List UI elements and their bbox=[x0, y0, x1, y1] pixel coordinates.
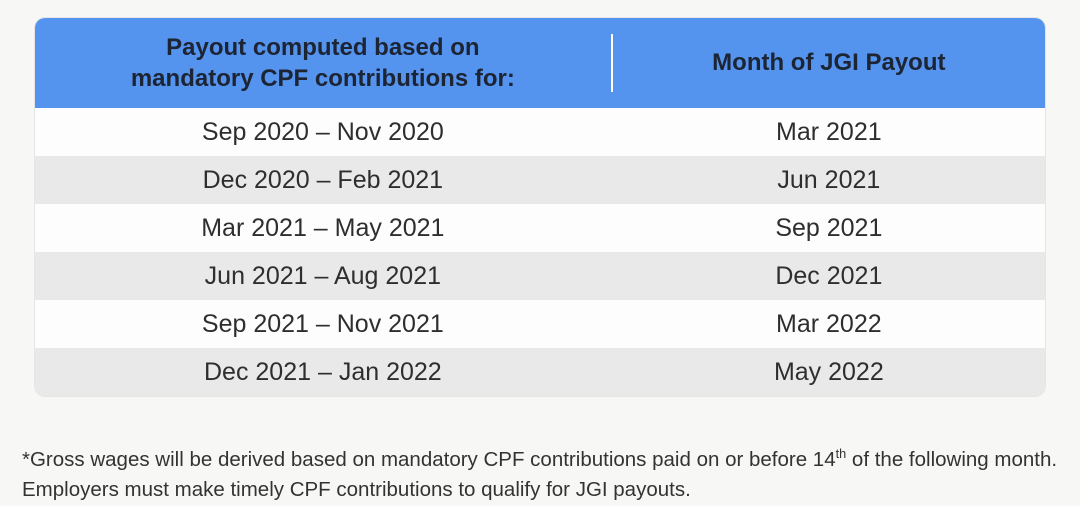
table-header-row: Payout computed based on mandatory CPF c… bbox=[35, 18, 1045, 108]
footnote: *Gross wages will be derived based on ma… bbox=[22, 445, 1067, 506]
table-body: Sep 2020 – Nov 2020 Mar 2021 Dec 2020 – … bbox=[35, 108, 1045, 396]
table-row: Sep 2021 – Nov 2021 Mar 2022 bbox=[35, 300, 1045, 348]
footnote-superscript: th bbox=[836, 446, 847, 461]
header-cell-payout: Month of JGI Payout bbox=[613, 47, 1045, 78]
cell-period: Dec 2021 – Jan 2022 bbox=[35, 358, 611, 387]
cell-period: Dec 2020 – Feb 2021 bbox=[35, 166, 611, 195]
cell-payout: Jun 2021 bbox=[613, 166, 1045, 195]
cell-period: Jun 2021 – Aug 2021 bbox=[35, 262, 611, 291]
table-row: Jun 2021 – Aug 2021 Dec 2021 bbox=[35, 252, 1045, 300]
table-row: Mar 2021 – May 2021 Sep 2021 bbox=[35, 204, 1045, 252]
cell-period: Mar 2021 – May 2021 bbox=[35, 214, 611, 243]
footnote-text-start: *Gross wages will be derived based on ma… bbox=[22, 448, 836, 471]
cell-payout: Sep 2021 bbox=[613, 214, 1045, 243]
table-row: Dec 2021 – Jan 2022 May 2022 bbox=[35, 348, 1045, 396]
jgi-payout-table: Payout computed based on mandatory CPF c… bbox=[35, 18, 1045, 396]
header-cell-period: Payout computed based on mandatory CPF c… bbox=[35, 32, 611, 94]
cell-period: Sep 2020 – Nov 2020 bbox=[35, 118, 611, 147]
cell-payout: May 2022 bbox=[613, 358, 1045, 387]
cell-payout: Mar 2021 bbox=[613, 118, 1045, 147]
cell-payout: Mar 2022 bbox=[613, 310, 1045, 339]
cell-payout: Dec 2021 bbox=[613, 262, 1045, 291]
cell-period: Sep 2021 – Nov 2021 bbox=[35, 310, 611, 339]
table-row: Dec 2020 – Feb 2021 Jun 2021 bbox=[35, 156, 1045, 204]
table-row: Sep 2020 – Nov 2020 Mar 2021 bbox=[35, 108, 1045, 156]
